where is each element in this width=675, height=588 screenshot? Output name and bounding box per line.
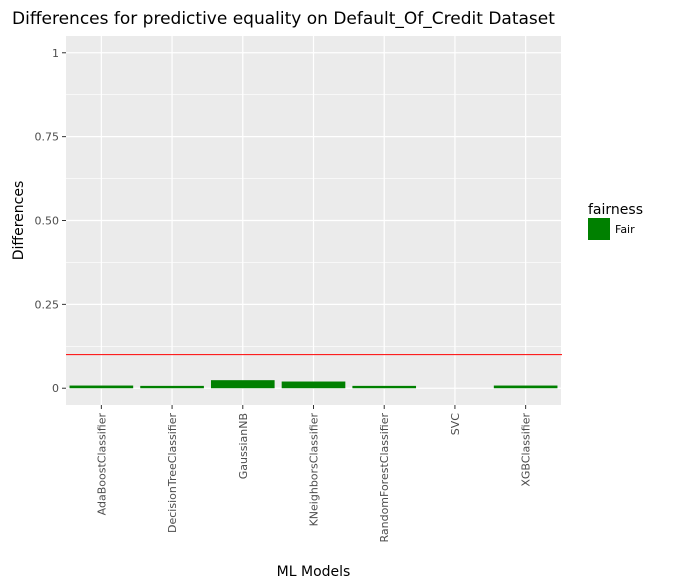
x-tick-label: DecisionTreeClassifier	[166, 413, 179, 533]
bar-kneighborsclassifier	[281, 381, 346, 389]
bar-adaboostclassifier	[69, 385, 134, 389]
legend-key-fair	[588, 218, 610, 240]
x-axis: AdaBoostClassifier DecisionTreeClassifier…	[95, 405, 533, 543]
bars	[69, 380, 558, 389]
y-tick-label: 0.50	[35, 215, 60, 228]
legend-title: fairness	[588, 202, 643, 218]
y-axis-title: Differences	[11, 181, 27, 260]
bar-randomforestclassifier	[352, 385, 417, 389]
bar-gaussiannb	[210, 380, 275, 389]
legend-label-fair: Fair	[615, 223, 635, 236]
x-tick-label: AdaBoostClassifier	[95, 413, 108, 516]
y-tick-label: 0.75	[35, 131, 60, 144]
y-tick-label: 0	[52, 382, 59, 395]
y-axis: 0 0.25 0.50 0.75 1	[35, 47, 66, 395]
x-tick-label: XGBClassifier	[520, 413, 533, 487]
y-tick-label: 0.25	[35, 298, 60, 311]
bar-decisiontreeclassifier	[140, 385, 204, 389]
x-tick-label: GaussianNB	[237, 413, 250, 479]
bar-xgbclassifier	[493, 385, 558, 389]
x-tick-label: KNeighborsClassifier	[308, 413, 321, 527]
chart-title: Differences for predictive equality on D…	[12, 9, 555, 29]
y-tick-label: 1	[52, 47, 59, 60]
x-axis-title: ML Models	[277, 564, 351, 580]
legend: fairness Fair	[588, 202, 643, 240]
x-tick-label: SVC	[449, 413, 462, 436]
grid-lines	[66, 36, 561, 405]
x-tick-label: RandomForestClassifier	[378, 413, 391, 543]
